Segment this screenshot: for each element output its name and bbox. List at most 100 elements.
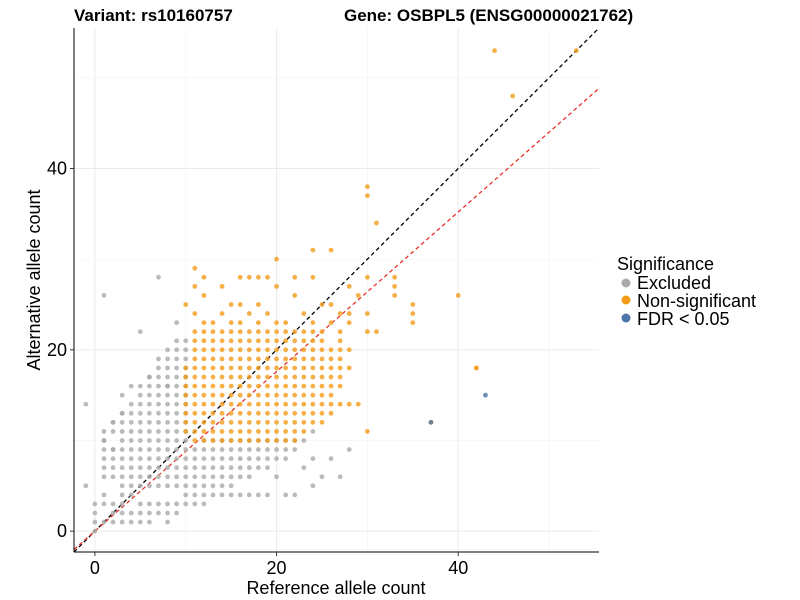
point-non-significant — [210, 347, 216, 353]
point-non-significant — [237, 274, 243, 280]
point-excluded — [92, 501, 98, 507]
point-non-significant — [219, 283, 225, 289]
point-excluded — [101, 492, 107, 498]
point-non-significant — [255, 338, 261, 344]
point-non-significant — [328, 365, 334, 371]
point-excluded — [101, 456, 107, 462]
point-non-significant — [410, 302, 416, 307]
point-non-significant — [228, 329, 234, 335]
point-non-significant — [246, 419, 252, 425]
point-excluded — [219, 465, 225, 471]
point-excluded — [310, 429, 316, 434]
point-excluded — [301, 465, 307, 471]
point-excluded — [156, 438, 161, 443]
point-non-significant — [210, 392, 216, 398]
point-excluded — [128, 492, 134, 498]
point-non-significant — [192, 283, 198, 289]
point-non-significant — [310, 365, 316, 371]
point-non-significant — [410, 320, 416, 326]
point-non-significant — [265, 356, 270, 362]
point-non-significant — [246, 347, 252, 353]
point-non-significant — [319, 347, 325, 353]
point-non-significant — [274, 347, 279, 353]
point-excluded — [201, 501, 207, 507]
point-non-significant — [210, 338, 216, 344]
point-non-significant — [265, 311, 270, 316]
point-excluded — [183, 338, 189, 344]
point-excluded — [146, 501, 152, 507]
point-excluded — [146, 465, 152, 471]
point-excluded — [128, 519, 134, 525]
point-non-significant — [374, 329, 379, 335]
point-non-significant — [210, 419, 216, 425]
point-excluded — [92, 519, 98, 525]
point-excluded — [183, 465, 189, 471]
point-non-significant — [228, 410, 234, 416]
point-excluded — [174, 383, 180, 389]
point-non-significant — [310, 347, 316, 353]
point-non-significant — [328, 320, 334, 326]
point-excluded — [183, 447, 189, 452]
point-non-significant — [455, 293, 461, 298]
point-non-significant — [192, 401, 198, 407]
point-non-significant — [274, 429, 279, 434]
point-non-significant — [265, 383, 270, 389]
point-excluded — [110, 519, 116, 525]
point-excluded — [201, 492, 207, 498]
point-non-significant — [228, 320, 234, 326]
point-non-significant — [219, 392, 225, 398]
point-non-significant — [364, 184, 370, 190]
point-fdr-0-05 — [483, 392, 488, 398]
point-excluded — [246, 447, 252, 452]
point-non-significant — [392, 293, 398, 298]
point-non-significant — [237, 383, 243, 389]
point-excluded — [255, 456, 261, 462]
point-non-significant — [246, 438, 252, 443]
point-non-significant — [292, 401, 298, 407]
point-non-significant — [292, 356, 298, 362]
point-excluded — [101, 465, 107, 471]
point-non-significant — [265, 401, 270, 407]
point-non-significant — [283, 401, 289, 407]
point-non-significant — [201, 374, 207, 380]
x-tick-label: 0 — [90, 558, 100, 578]
point-non-significant — [192, 347, 198, 353]
point-excluded — [119, 492, 125, 498]
point-excluded — [128, 447, 134, 452]
legend-title: Significance — [617, 254, 714, 274]
point-non-significant — [328, 410, 334, 416]
point-non-significant — [192, 338, 198, 344]
point-excluded — [292, 447, 298, 452]
point-excluded — [174, 510, 180, 516]
point-non-significant — [274, 320, 279, 326]
point-non-significant — [283, 374, 289, 380]
point-excluded — [128, 410, 134, 416]
point-excluded — [265, 447, 270, 452]
point-non-significant — [219, 429, 225, 434]
point-non-significant — [573, 48, 579, 54]
point-excluded — [210, 483, 216, 489]
point-non-significant — [283, 419, 289, 425]
point-excluded — [165, 465, 170, 471]
point-excluded — [119, 519, 125, 525]
point-non-significant — [292, 429, 298, 434]
point-non-significant — [210, 429, 216, 434]
point-non-significant — [228, 438, 234, 443]
point-excluded — [156, 383, 161, 389]
point-non-significant — [246, 392, 252, 398]
point-excluded — [92, 510, 98, 516]
point-non-significant — [219, 329, 225, 335]
point-non-significant — [346, 311, 352, 316]
point-non-significant — [319, 410, 325, 416]
point-excluded — [192, 501, 198, 507]
point-non-significant — [210, 329, 216, 335]
point-excluded — [128, 438, 134, 443]
point-excluded — [146, 392, 152, 398]
point-non-significant — [192, 392, 198, 398]
point-non-significant — [237, 356, 243, 362]
point-excluded — [165, 519, 170, 525]
point-excluded — [101, 429, 107, 434]
point-excluded — [228, 456, 234, 462]
point-excluded — [201, 447, 207, 452]
